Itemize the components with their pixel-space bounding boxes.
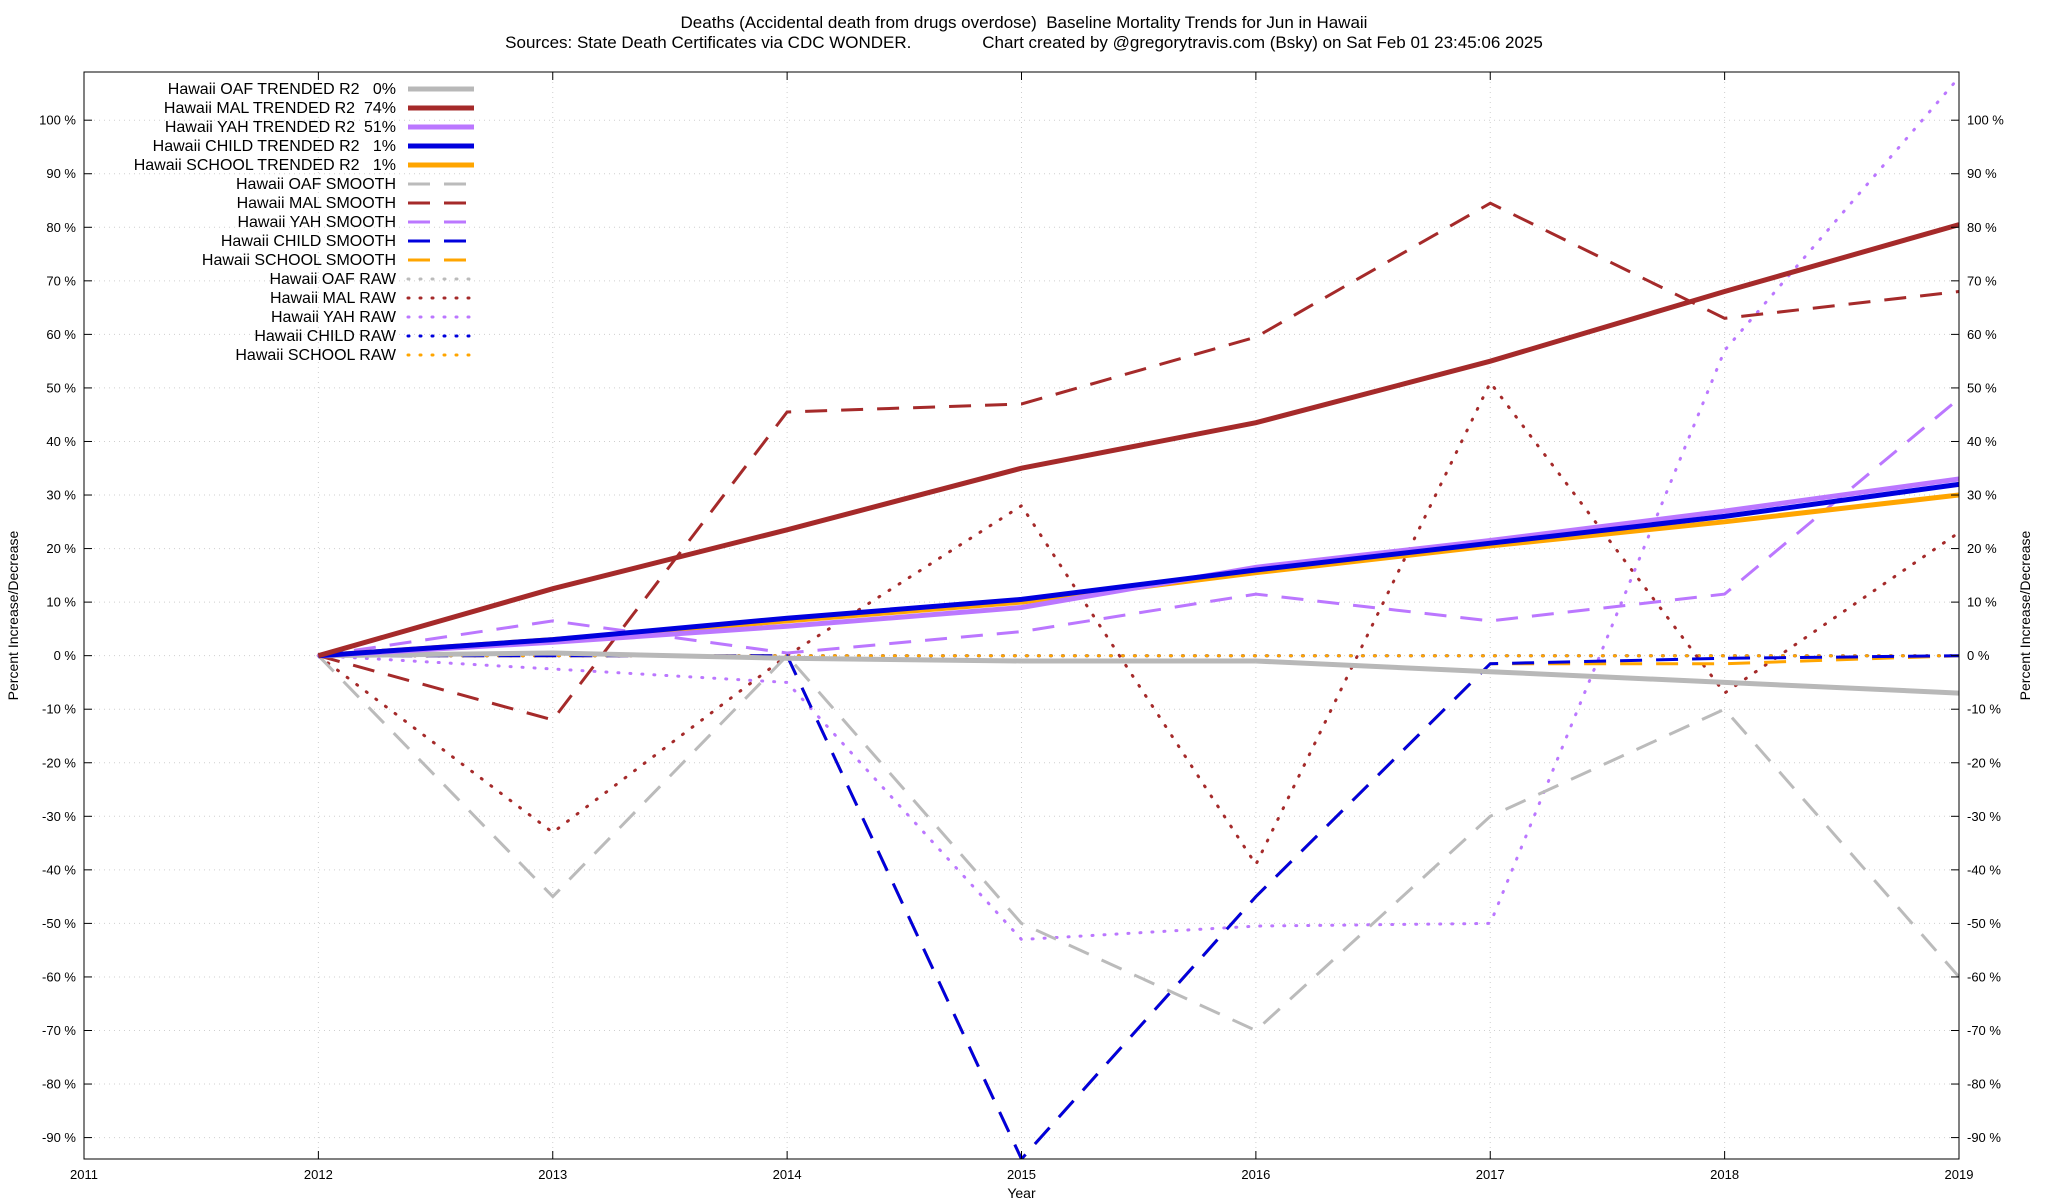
y-tick-label-left: -10 %: [42, 702, 76, 717]
y-tick-label-right: -50 %: [1967, 916, 2001, 931]
y-tick-label-right: -70 %: [1967, 1023, 2001, 1038]
y-tick-label-left: -20 %: [42, 755, 76, 770]
chart-title: Deaths (Accidental death from drugs over…: [680, 13, 1368, 32]
hawaii-oaf-smooth-line: [317, 653, 1959, 1033]
series-lines: [316, 75, 1959, 1159]
y-tick-label-right: 100 %: [1967, 113, 2004, 128]
legend-label: Hawaii OAF SMOOTH: [236, 176, 396, 193]
legend-label: Hawaii CHILD SMOOTH: [221, 233, 396, 250]
x-tick-label: 2015: [1007, 1167, 1036, 1182]
x-tick-label: 2019: [1945, 1167, 1974, 1182]
y-tick-label-left: 50 %: [46, 380, 76, 395]
hawaii-yah-smooth-line: [318, 397, 1959, 658]
hawaii-mal-trended-r2-74-line: [317, 222, 1959, 659]
hawaii-yah-trended-r2-51-line: [318, 476, 1959, 659]
y-tick-label-left: 60 %: [46, 327, 76, 342]
y-tick-label-left: -50 %: [42, 916, 76, 931]
y-tick-label-left: -90 %: [42, 1130, 76, 1145]
y-tick-label-right: 70 %: [1967, 273, 1997, 288]
hawaii-child-trended-r2-1-line: [318, 481, 1959, 659]
y-tick-label-right: -20 %: [1967, 755, 2001, 770]
y-tick-label-right: -90 %: [1967, 1130, 2001, 1145]
hawaii-oaf-trended-r2-0-line: [318, 650, 1959, 696]
y-tick-label-left: 80 %: [46, 220, 76, 235]
hawaii-school-smooth-line: [318, 654, 1959, 1159]
y-axis-label-left: Percent Increase/Decrease: [5, 530, 21, 700]
x-tick-label: 2013: [538, 1167, 567, 1182]
y-tick-label-left: 90 %: [46, 166, 76, 181]
hawaii-mal-smooth-line: [318, 201, 1959, 722]
y-tick-label-left: 0 %: [54, 648, 77, 663]
x-tick-label: 2014: [773, 1167, 802, 1182]
legend-label: Hawaii CHILD TRENDED R2 1%: [153, 138, 396, 155]
legend-label: Hawaii SCHOOL RAW: [235, 347, 397, 364]
x-tick-label: 2016: [1241, 1167, 1270, 1182]
y-tick-label-right: 20 %: [1967, 541, 1997, 556]
y-tick-label-right: 0 %: [1967, 648, 1990, 663]
hawaii-child-smooth-line: [318, 654, 1959, 1159]
legend-label: Hawaii SCHOOL TRENDED R2 1%: [134, 157, 396, 174]
x-tick-label: 2018: [1710, 1167, 1739, 1182]
legend-label: Hawaii YAH RAW: [271, 309, 397, 326]
y-tick-label-right: 90 %: [1967, 166, 1997, 181]
y-tick-label-left: 30 %: [46, 488, 76, 503]
y-tick-label-left: -30 %: [42, 809, 76, 824]
legend-label: Hawaii MAL RAW: [270, 290, 397, 307]
hawaii-mal-raw-line: [316, 379, 1959, 868]
legend-label: Hawaii OAF TRENDED R2 0%: [168, 81, 396, 98]
legend-label: Hawaii SCHOOL SMOOTH: [202, 252, 396, 269]
legend: Hawaii OAF TRENDED R2 0% Hawaii MAL TREND…: [134, 81, 476, 364]
legend-label: Hawaii YAH TRENDED R2 51%: [165, 119, 396, 136]
y-tick-label-right: 40 %: [1967, 434, 1997, 449]
y-tick-label-right: 60 %: [1967, 327, 1997, 342]
x-axis-label: Year: [1007, 1185, 1036, 1200]
legend-label: Hawaii MAL SMOOTH: [237, 195, 396, 212]
y-tick-label-left: 20 %: [46, 541, 76, 556]
y-tick-label-right: -30 %: [1967, 809, 2001, 824]
chart-subtitle: Sources: State Death Certificates via CD…: [505, 33, 1543, 52]
y-tick-label-left: 10 %: [46, 595, 76, 610]
y-tick-label-right: 10 %: [1967, 595, 1997, 610]
y-tick-label-left: -70 %: [42, 1023, 76, 1038]
x-tick-label: 2012: [304, 1167, 333, 1182]
y-tick-label-left: -60 %: [42, 969, 76, 984]
y-tick-label-left: -40 %: [42, 862, 76, 877]
legend-label: Hawaii CHILD RAW: [254, 328, 397, 345]
y-tick-label-right: -60 %: [1967, 969, 2001, 984]
legend-label: Hawaii OAF RAW: [269, 271, 396, 288]
y-tick-label-left: -80 %: [42, 1077, 76, 1092]
y-tick-label-right: 50 %: [1967, 380, 1997, 395]
y-axis-label-right: Percent Increase/Decrease: [2017, 530, 2033, 700]
legend-label: Hawaii YAH SMOOTH: [237, 214, 396, 231]
y-tick-label-right: -10 %: [1967, 702, 2001, 717]
legend-label: Hawaii MAL TRENDED R2 74%: [164, 100, 396, 117]
y-tick-label-left: 70 %: [46, 273, 76, 288]
y-tick-label-right: -80 %: [1967, 1077, 2001, 1092]
y-tick-label-left: 100 %: [39, 113, 76, 128]
y-tick-label-right: 80 %: [1967, 220, 1997, 235]
y-tick-label-right: 30 %: [1967, 488, 1997, 503]
axis-ticks: 100 % 100 % 90 % 90 % 80 % 80 % 70 % 70 % 60 % 60…: [39, 72, 2004, 1182]
x-tick-label: 2011: [70, 1167, 98, 1182]
y-tick-label-left: 40 %: [46, 434, 76, 449]
y-tick-label-right: -40 %: [1967, 862, 2001, 877]
x-tick-label: 2017: [1476, 1167, 1505, 1182]
hawaii-yah-raw-line: [316, 75, 1959, 942]
